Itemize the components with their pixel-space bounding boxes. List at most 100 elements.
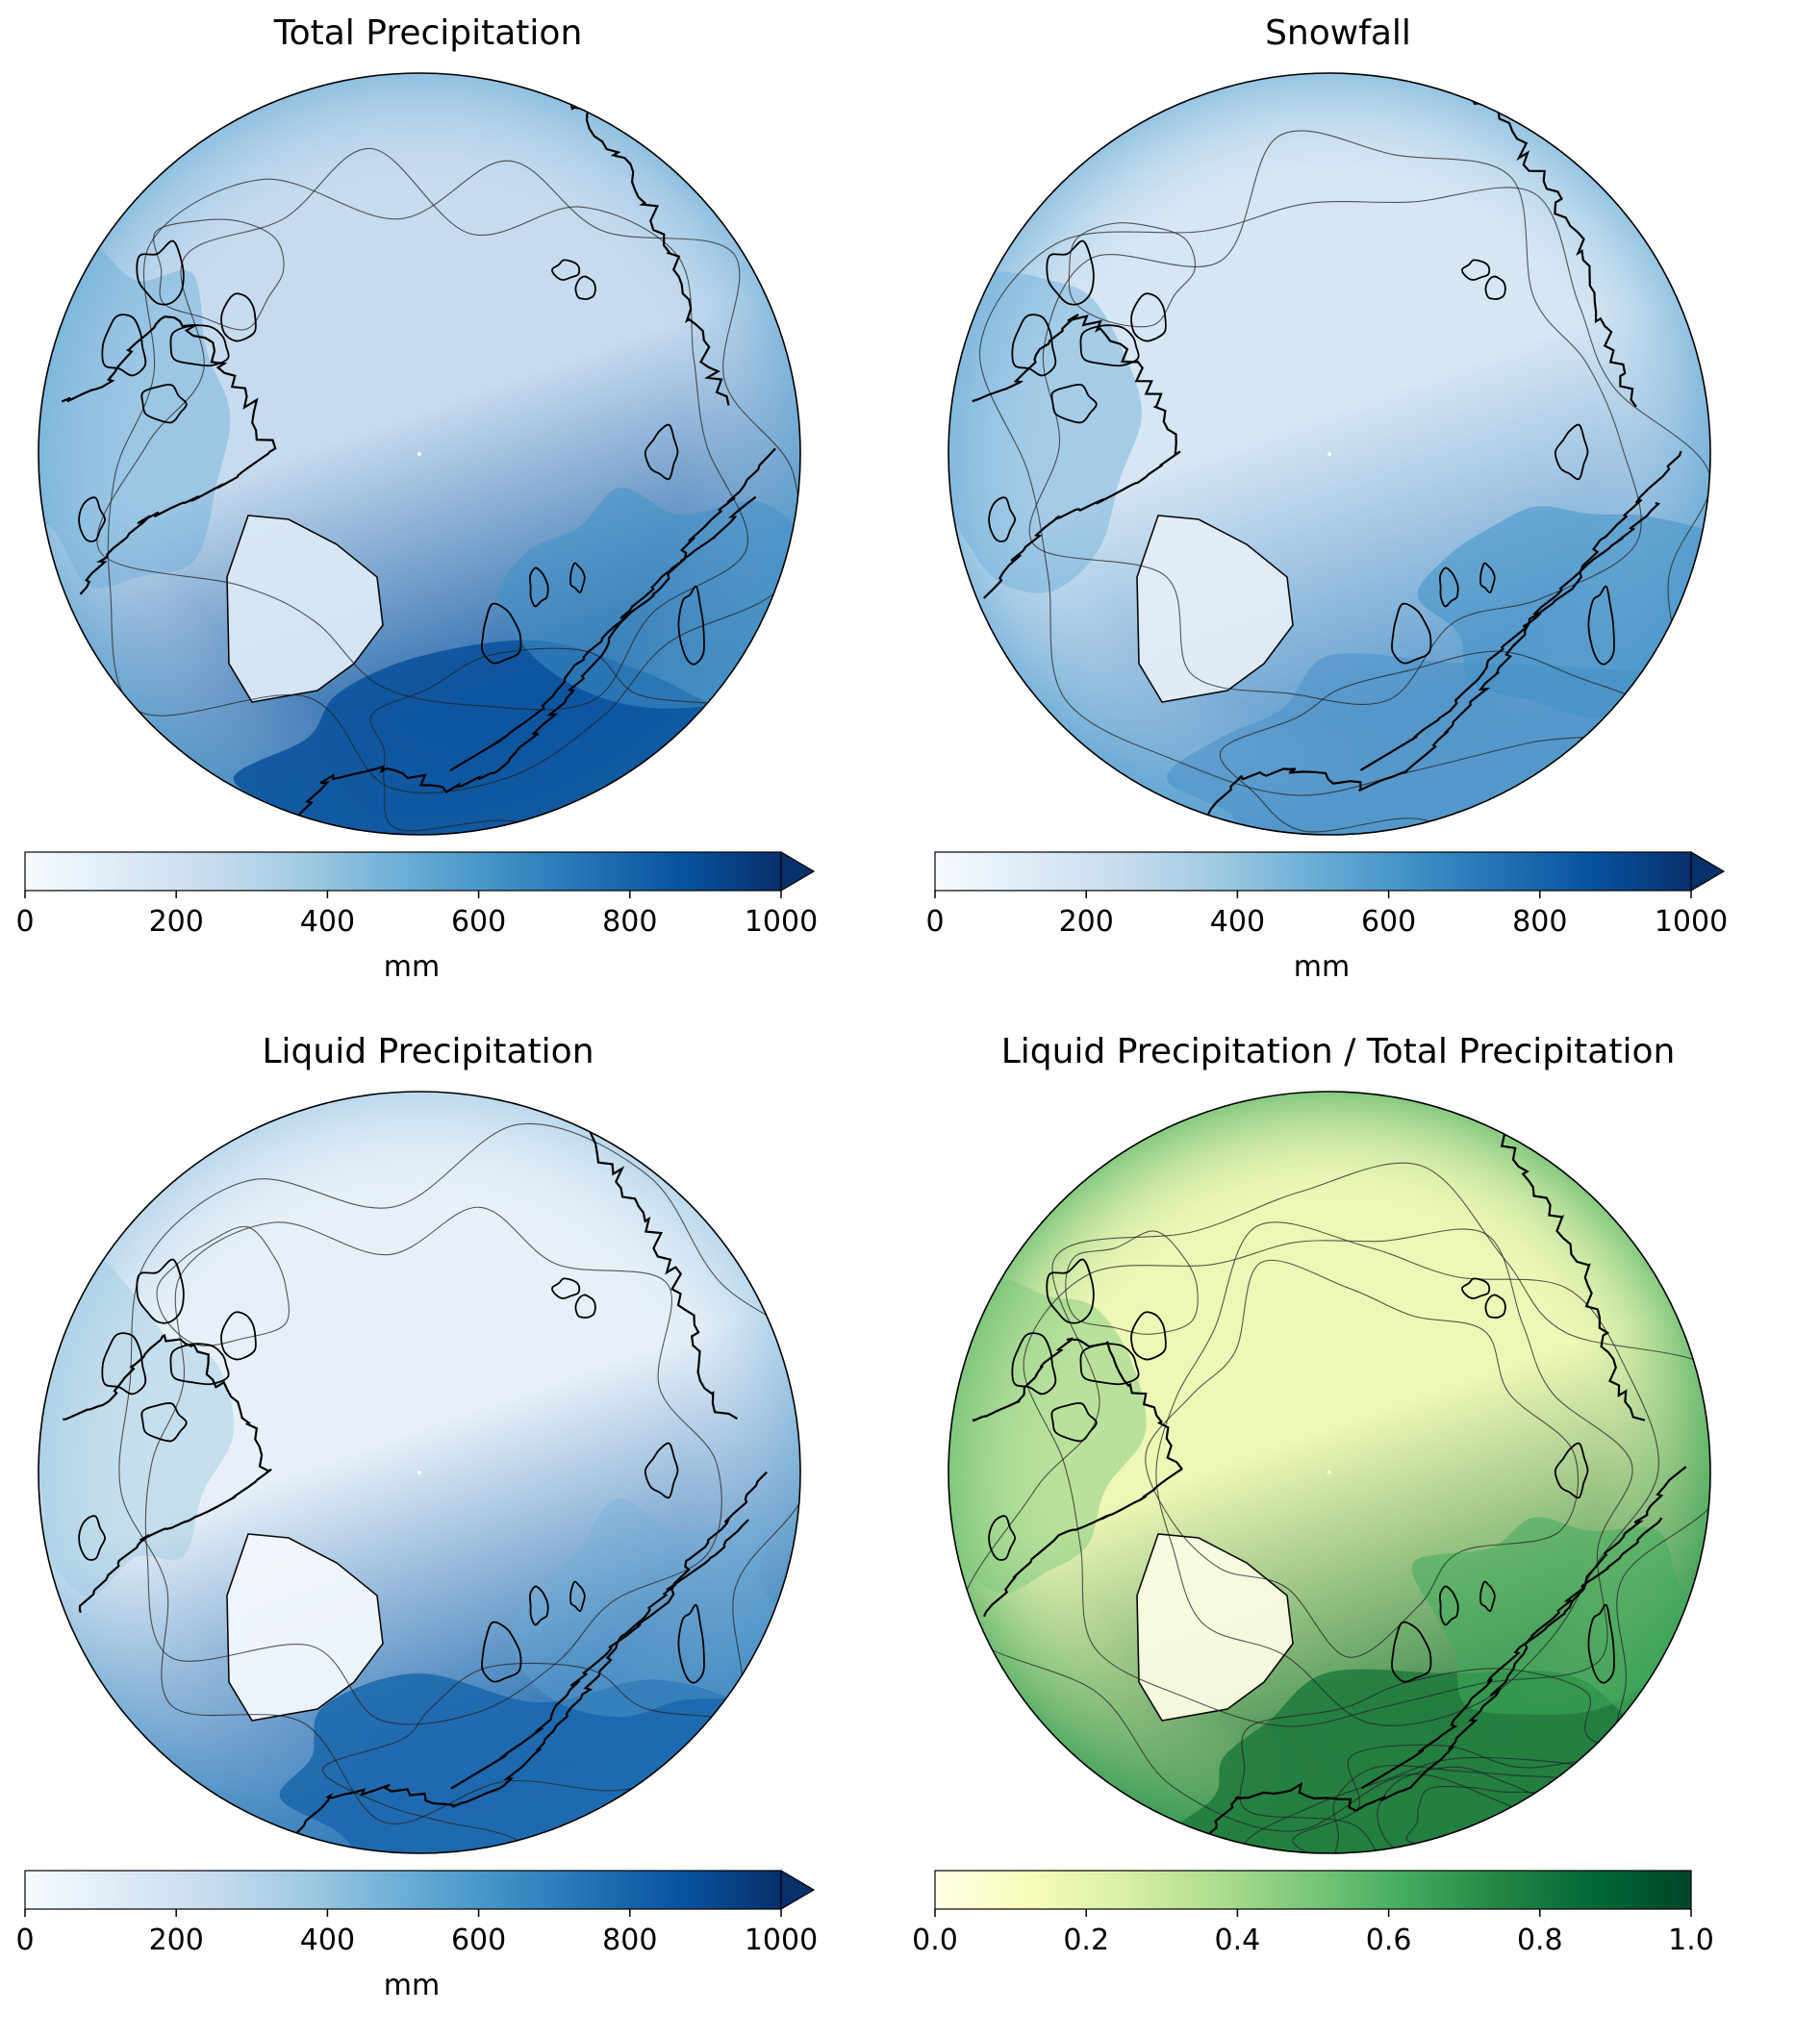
island-outline [220,1311,257,1361]
colorbar-tick-label: 1.0 [1668,1924,1714,1957]
colorbar-tick-label: 0.4 [1215,1924,1261,1957]
colorbar: 0 200 400 600 800 1000 [15,850,818,939]
colorbar-gradient [934,1870,1692,1910]
greenland-region [1136,1533,1294,1722]
contour-line [153,218,285,331]
colorbar-tick-label: 400 [300,905,355,939]
contour-line [96,147,749,711]
coastline [367,1092,738,1421]
island-outline [1050,1402,1098,1443]
island-outline [78,1515,106,1561]
colorbar-tick-label: 0.8 [1517,1924,1563,1957]
island-outline [101,314,147,377]
coastline [972,1337,1183,1618]
island-outline [481,602,522,665]
north-pole-marker [417,1471,421,1474]
colorbar: 0 200 400 600 800 1000 [925,850,1728,939]
coastline [282,495,757,832]
colorbar-tick-label: 0.2 [1063,1924,1109,1957]
contour-line [107,160,800,794]
panel-title: Snowfall [1265,13,1411,53]
colorbar-tick-label: 600 [451,905,506,939]
island-outline [1554,423,1589,481]
island-outline [220,292,257,342]
island-outline [1484,275,1506,300]
island-outline [677,1603,705,1684]
colorbar: 0 200 400 600 800 1000 [15,1869,818,1957]
contour-line [1241,1756,1710,1853]
colorbar-tick-label: 200 [149,1924,204,1957]
island-outline [1046,239,1095,306]
coastline [972,314,1181,599]
island-outline [1439,1585,1459,1626]
polar-map [948,1091,1711,1854]
island-outline [136,1258,185,1324]
island-outline [481,1621,522,1683]
contour-line [1332,1764,1635,1853]
island-outline [644,423,679,481]
island-outline [529,1585,549,1626]
island-outline [644,1442,679,1499]
map-boundary [38,72,801,836]
island-outline [1554,1442,1589,1499]
polar-map [38,72,801,836]
island-outline [1130,292,1167,342]
polar-map [38,1091,801,1854]
coastline [1193,1517,1663,1849]
colorbar-tick-label: 1000 [745,905,818,939]
map-boundary [948,72,1711,836]
island-outline [1011,314,1057,377]
contour-line [1219,650,1667,835]
island-outline [1461,1277,1491,1299]
panel-title: Total Precipitation [273,13,583,53]
panel-liquid-fraction: Liquid Precipitation / Total Precipitati… [910,1018,1820,2037]
island-outline [1050,384,1098,424]
colorbar-tick-label: 0 [15,1924,34,1957]
north-pole-marker [417,452,421,456]
coastline [1192,501,1661,832]
island-outline [140,384,188,424]
colorbar-tick-label: 400 [300,1924,355,1957]
coastline [61,315,277,595]
island-outline [988,1515,1016,1561]
colorbar-tick-label: 0.6 [1366,1924,1412,1957]
island-outline [529,566,549,608]
panel-total-precipitation: Total Precipitation 0 200 400 600 800 1000 mm [0,0,910,1018]
island-outline [1484,1294,1506,1319]
island-outline [988,496,1016,542]
colorbar-label: mm [383,950,441,984]
contour-line [1405,1786,1573,1853]
coastline [449,447,776,772]
island-outline [569,562,586,594]
map-boundary [948,1091,1711,1854]
coastline [1361,1466,1687,1790]
coastline [1359,450,1682,771]
colorbar-tick-label: 200 [149,905,204,939]
contour-line [1028,130,1642,705]
island-outline [1479,562,1496,594]
contour-line [978,187,1710,796]
map-field [948,73,1710,835]
panel-liquid-precipitation: Liquid Precipitation 0 200 400 600 800 1000 m… [0,1018,910,2037]
contour-line [1145,1259,1580,1658]
colorbar-tick-label: 800 [602,905,657,939]
contour-line [156,1225,290,1346]
island-outline [169,1343,230,1386]
colorbar-tick-label: 200 [1059,905,1114,939]
polar-map [948,72,1711,836]
island-outline [1130,1311,1167,1361]
island-outline [569,1580,586,1613]
island-outline [1439,566,1459,608]
contour-line [144,1206,722,1725]
coastline [63,1333,272,1614]
colorbar-tick-label: 1000 [1655,905,1728,939]
colorbar-tick-label: 800 [1512,905,1567,939]
island-outline [1461,259,1491,281]
island-outline [677,585,705,666]
panel-title: Liquid Precipitation [262,1032,594,1071]
island-outline [1479,1580,1496,1613]
island-outline [1587,1603,1615,1684]
coastline [365,73,730,406]
panel-snowfall: Snowfall 0 200 400 600 800 1000 mm [910,0,1820,1018]
colorbar-tick-label: 800 [602,1924,657,1957]
